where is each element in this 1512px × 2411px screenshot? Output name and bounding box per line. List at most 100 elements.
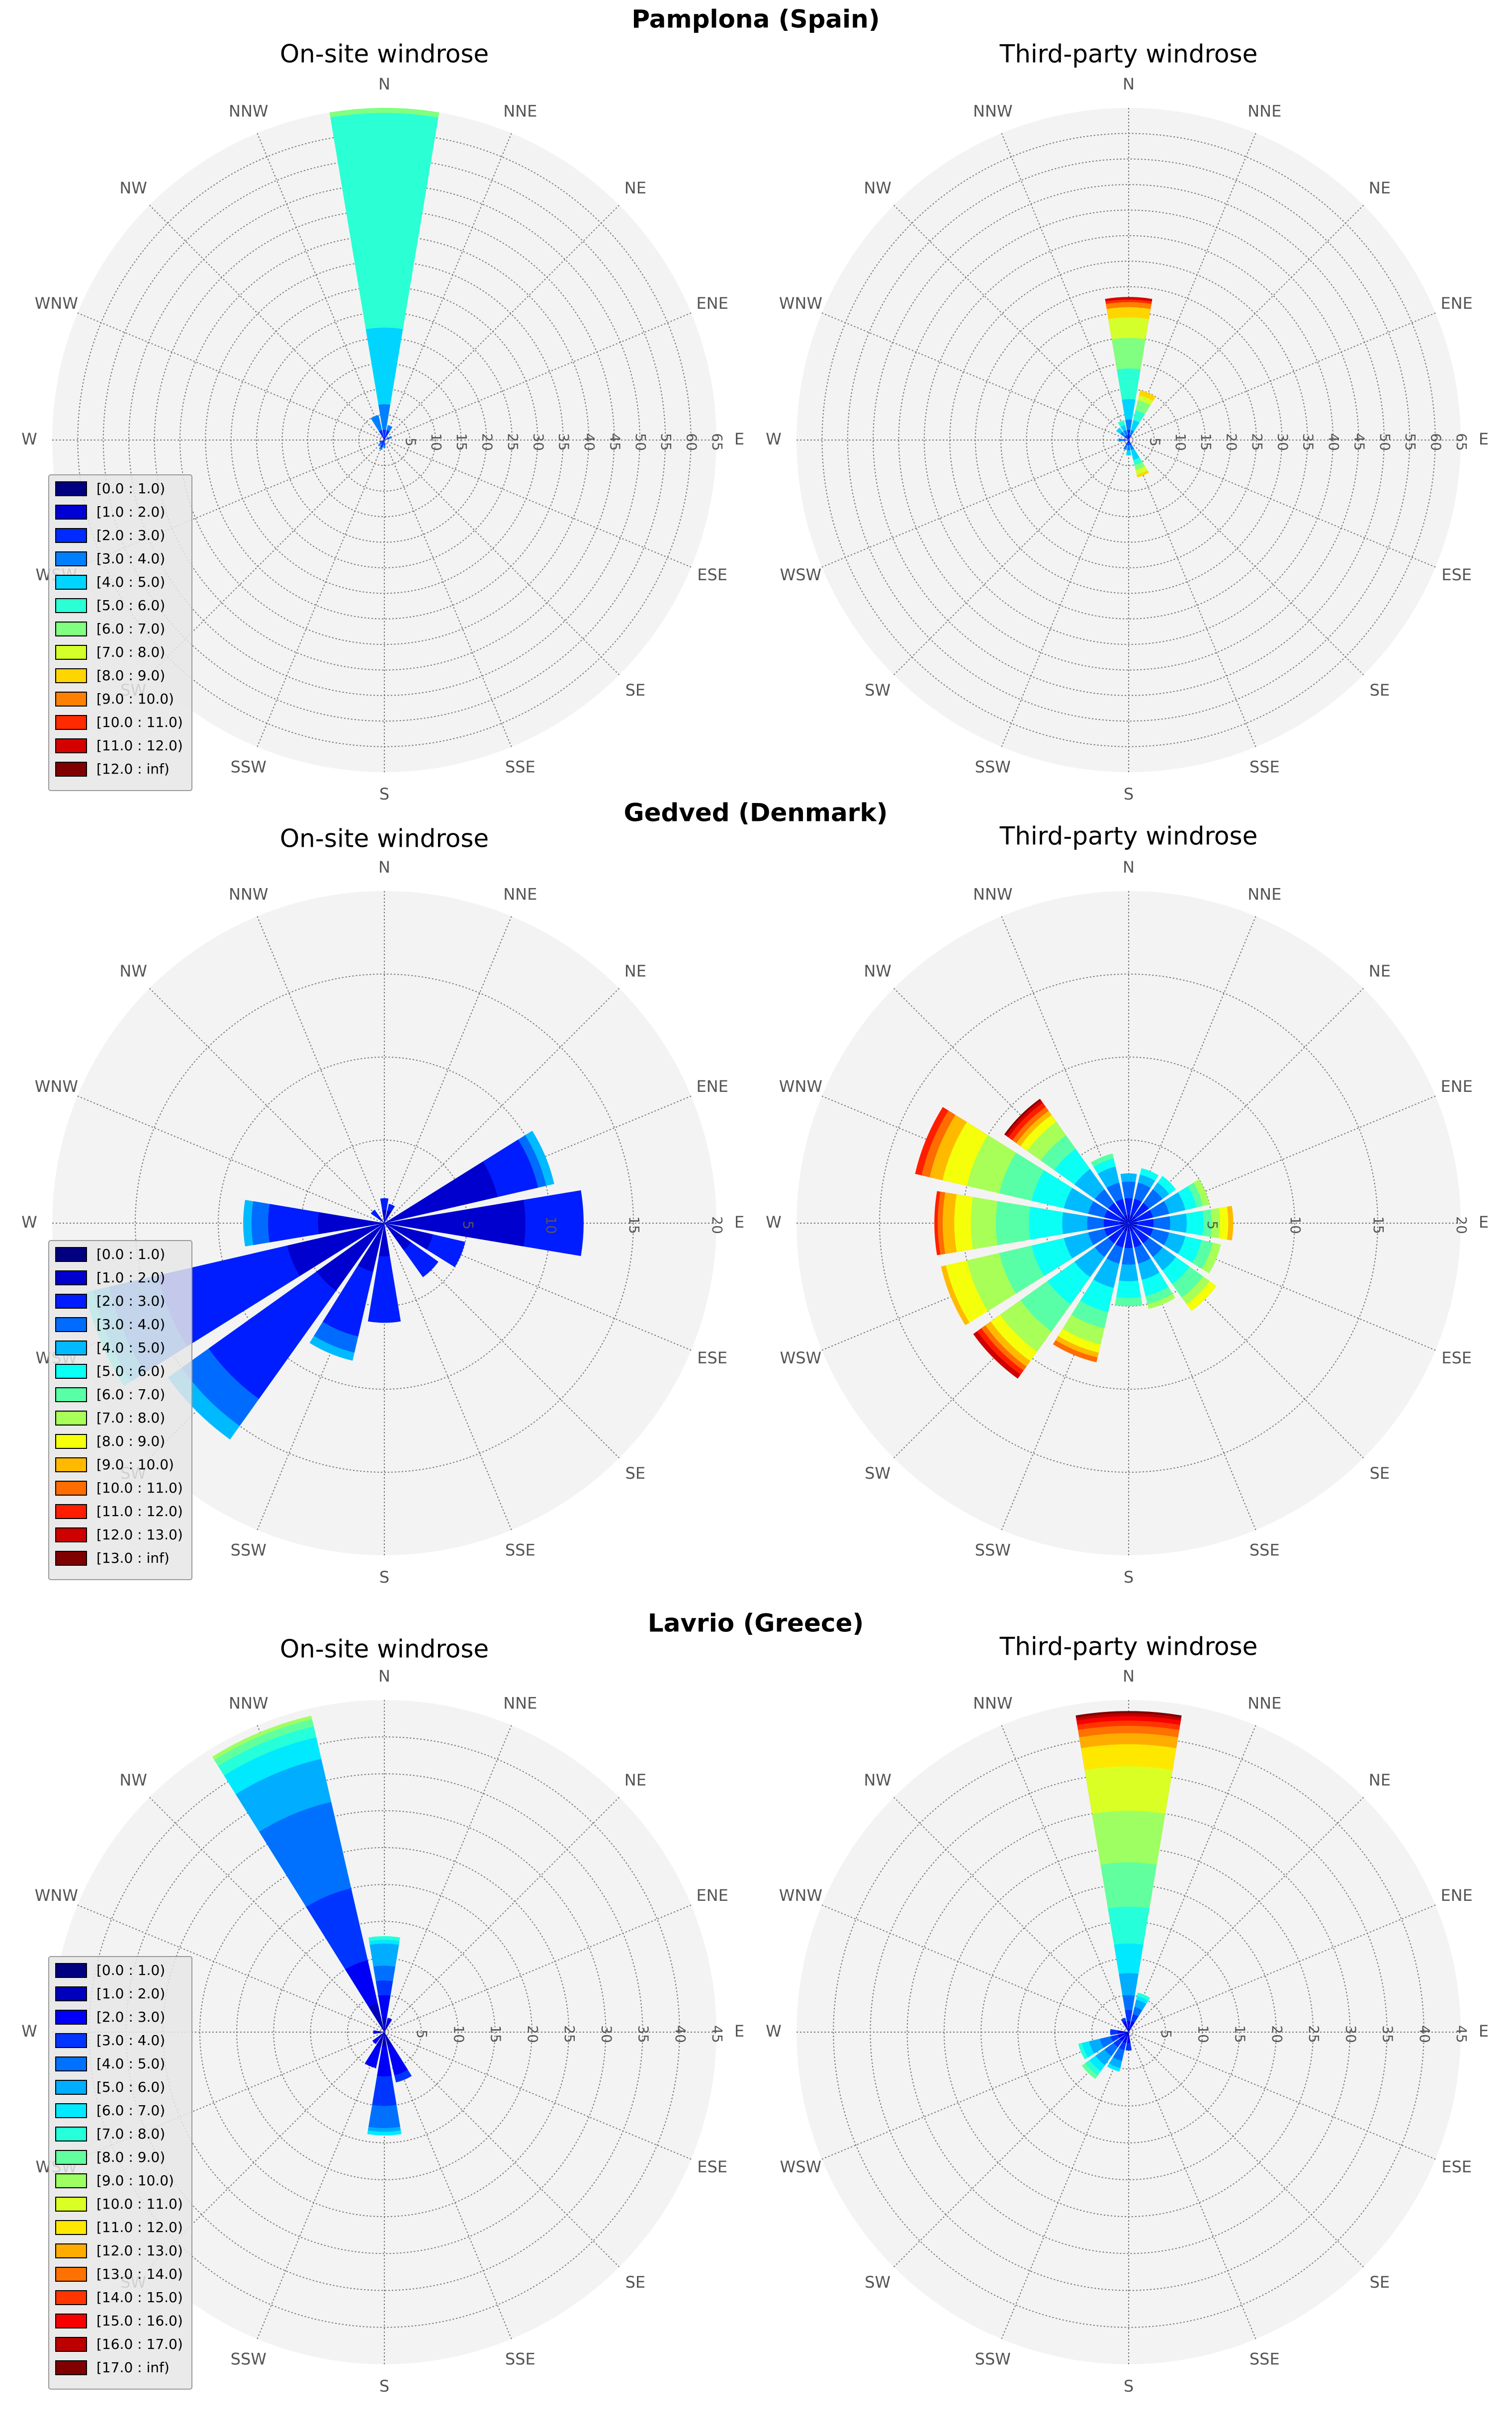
ring-label: 15: [453, 433, 470, 451]
grid-ring: [906, 1810, 1351, 2254]
direction-label: SE: [1370, 1464, 1390, 1483]
legend-label: [1.0 : 2.0): [96, 1269, 165, 1286]
wind-bar-segment: [1126, 435, 1129, 440]
legend-swatch: [55, 481, 87, 496]
wind-bar-segment: [384, 1223, 433, 1250]
wind-bar-segment: [1127, 1215, 1130, 1223]
wind-bar-nnw: [370, 415, 384, 440]
direction-label: NW: [119, 1771, 147, 1789]
wind-bar-nne: [1129, 1168, 1159, 1223]
direction-label: SE: [625, 681, 646, 700]
legend-label: [11.0 : 12.0): [96, 2219, 183, 2235]
direction-label: SW: [865, 2273, 890, 2292]
wind-bar-ssw: [309, 1223, 384, 1361]
wind-bar-segment: [1128, 440, 1129, 443]
wind-bar-s: [367, 2032, 402, 2136]
legend-label: [1.0 : 2.0): [96, 1985, 165, 2002]
wind-bar-segment: [384, 1223, 412, 1250]
direction-label: E: [1479, 1213, 1489, 1232]
wind-bar-ene: [384, 1131, 554, 1223]
wind-bar-e: [1129, 1206, 1234, 1241]
legend-label: [4.0 : 5.0): [96, 2055, 165, 2072]
direction-label: ENE: [696, 1886, 728, 1905]
ring-label: 10: [1287, 1216, 1304, 1234]
ring-label: 55: [658, 433, 674, 451]
legend-swatch: [55, 2150, 87, 2165]
wind-bar-segment: [378, 404, 390, 440]
wind-bar-segment: [376, 2032, 384, 2047]
wind-bar-s: [1125, 2032, 1132, 2051]
legend-swatch: [55, 2010, 87, 2025]
legend-label: [11.0 : 12.0): [96, 1503, 183, 1519]
panel-title: On-site windrose: [280, 1635, 489, 1664]
direction-label: S: [379, 785, 389, 804]
direction-label: SSE: [505, 758, 535, 777]
wind-bar-n: [1105, 297, 1153, 440]
direction-label: WSW: [780, 1348, 822, 1367]
wind-bar-segment: [1123, 439, 1129, 441]
direction-label: ENE: [696, 1077, 728, 1096]
wind-bar-segment: [379, 440, 384, 443]
wind-bar-segment: [287, 1223, 384, 1276]
legend-label: [6.0 : 7.0): [96, 2102, 165, 2119]
wind-bar-e: [384, 1190, 584, 1256]
wind-bar-segment: [1129, 1216, 1136, 1223]
ring-label: 20: [1269, 2025, 1285, 2043]
legend-swatch: [55, 2290, 87, 2305]
direction-label: S: [1124, 2377, 1134, 2396]
wind-bar-segment: [1129, 2028, 1131, 2032]
wind-bar-segment: [384, 1161, 498, 1223]
legend-swatch: [55, 622, 87, 636]
ring-label: 65: [709, 433, 725, 451]
legend-swatch: [55, 1411, 87, 1426]
wind-bar-segment: [368, 2003, 384, 2032]
wind-bar-segment: [378, 1995, 391, 2032]
legend-label: [3.0 : 4.0): [96, 2032, 165, 2049]
legend-label: [11.0 : 12.0): [96, 737, 183, 754]
ring-label: 10: [1195, 2025, 1211, 2043]
legend-swatch: [55, 505, 87, 520]
direction-label: SW: [865, 681, 890, 700]
wind-bar-nnw: [1118, 420, 1129, 440]
direction-label: NNE: [1247, 101, 1281, 120]
wind-bar-w: [934, 1191, 1129, 1255]
direction-label: ESE: [1441, 2157, 1472, 2176]
direction-label: NW: [119, 962, 147, 981]
direction-label: W: [766, 2022, 782, 2041]
ring-label: 5: [460, 1221, 476, 1230]
legend-swatch: [55, 2127, 87, 2142]
ring-label: 20: [1453, 1216, 1470, 1234]
direction-label: W: [766, 1213, 782, 1232]
direction-label: W: [21, 2022, 37, 2041]
direction-label: E: [1479, 2022, 1489, 2041]
legend-swatch: [55, 1270, 87, 1285]
legend-swatch: [55, 715, 87, 730]
wind-bar-ssw: [364, 2032, 384, 2068]
wind-bar-segment: [1103, 1219, 1129, 1228]
direction-label: WSW: [780, 2157, 822, 2176]
panel-title: Third-party windrose: [999, 822, 1258, 851]
wind-bar-n: [1075, 1711, 1182, 2032]
wind-bar-segment: [1126, 440, 1129, 446]
wind-bar-ssw: [1123, 440, 1129, 450]
wind-bar-ssw: [379, 440, 384, 450]
wind-bar-segment: [383, 437, 384, 440]
wind-bar-segment: [1129, 1215, 1133, 1223]
direction-label: SSE: [1249, 758, 1280, 777]
wind-bar-sse: [1129, 1223, 1175, 1309]
direction-label: ESE: [1441, 565, 1472, 584]
wind-bar-segment: [1117, 2030, 1129, 2034]
direction-label: N: [1123, 1667, 1135, 1686]
ring-label: 45: [607, 433, 623, 451]
legend-swatch: [55, 1294, 87, 1309]
direction-label: S: [1124, 785, 1134, 804]
wind-bar-segment: [379, 430, 384, 440]
direction-label: E: [734, 2022, 744, 2041]
ring-label: 5: [1158, 2030, 1174, 2039]
wind-bar-segment: [317, 1223, 384, 1291]
wind-bar-se: [384, 1223, 439, 1277]
legend-label: [16.0 : 17.0): [96, 2336, 183, 2352]
legend-swatch: [55, 528, 87, 543]
wind-bar-segment: [382, 1210, 387, 1223]
